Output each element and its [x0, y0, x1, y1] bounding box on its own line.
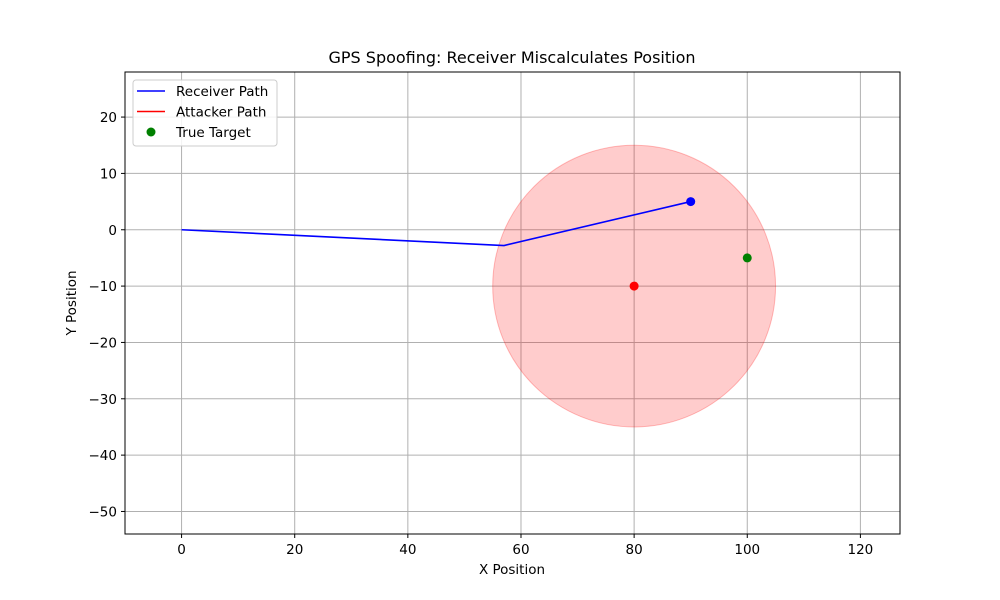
legend-label: Attacker Path — [176, 105, 266, 121]
y-tick-label: 0 — [108, 223, 117, 239]
x-tick-label: 0 — [177, 542, 186, 558]
x-tick-label: 60 — [512, 542, 529, 558]
legend-label: True Target — [175, 125, 251, 141]
plot-frame — [124, 71, 901, 535]
legend-box — [132, 79, 278, 147]
legend-label: Receiver Path — [176, 84, 268, 100]
x-tick-label: 80 — [626, 542, 643, 558]
series — [181, 200, 752, 263]
y-tick-label: 20 — [100, 110, 117, 126]
x-tick-label: 120 — [848, 542, 874, 558]
x-axis-label: X Position — [479, 562, 545, 578]
y-tick-label: −10 — [89, 279, 118, 295]
receiver-position-point — [686, 197, 696, 207]
y-tick-label: 10 — [100, 166, 117, 182]
x-tick-label: 20 — [286, 542, 303, 558]
y-axis-label: Y Position — [64, 270, 80, 336]
y-tick-label: −20 — [89, 335, 118, 351]
grid — [125, 72, 900, 534]
legend: Receiver Path Attacker Path True Target — [132, 79, 278, 147]
legend-marker — [146, 127, 156, 137]
ticks: 0 20 40 60 80 100 120 −50 −40 −30 −20 −10 0 10 20 — [89, 110, 874, 558]
y-tick-label: −40 — [89, 448, 118, 464]
y-tick-label: −50 — [89, 504, 118, 520]
chart-title: GPS Spoofing: Receiver Miscalculates Pos… — [329, 48, 696, 67]
markers — [629, 197, 696, 291]
attacker-position-point — [629, 281, 639, 291]
x-tick-label: 100 — [734, 542, 760, 558]
receiver-path-line — [181, 200, 691, 247]
x-tick-label: 40 — [399, 542, 416, 558]
y-tick-label: −30 — [89, 392, 118, 408]
true-target-point — [742, 253, 752, 263]
